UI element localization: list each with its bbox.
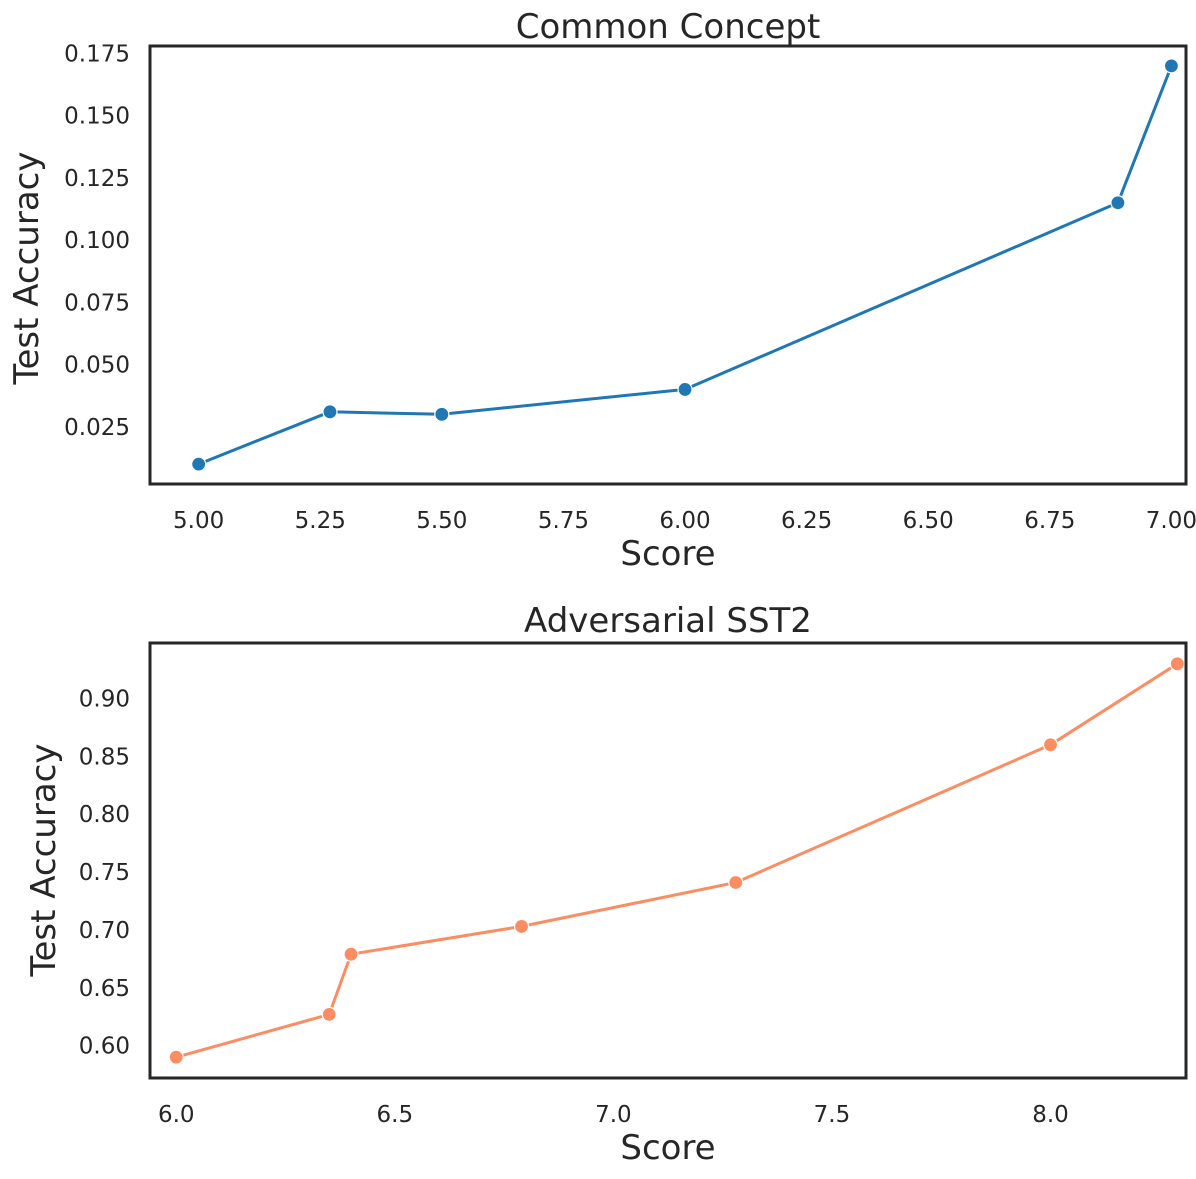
y-tick-label: 0.075 <box>64 290 130 316</box>
x-tick-label: 5.75 <box>538 508 589 534</box>
x-tick-label: 5.00 <box>173 508 224 534</box>
data-point <box>343 946 359 962</box>
x-tick-label: 7.0 <box>595 1102 632 1128</box>
data-point <box>168 1049 184 1065</box>
x-tick-label: 6.5 <box>377 1102 414 1128</box>
x-tick-label: 5.25 <box>295 508 346 534</box>
y-axis-label: Test Accuracy <box>7 152 47 386</box>
chart-title: Adversarial SST2 <box>524 601 812 641</box>
y-tick-label: 0.025 <box>64 415 130 441</box>
y-axis-label: Test Accuracy <box>24 744 64 978</box>
y-tick-label: 0.60 <box>79 1034 130 1060</box>
y-tick-label: 0.125 <box>64 166 130 192</box>
data-point <box>434 406 450 422</box>
y-tick-label: 0.85 <box>79 744 130 770</box>
data-point <box>677 381 693 398</box>
x-tick-label: 6.00 <box>659 508 710 534</box>
chart-title: Common Concept <box>516 7 821 47</box>
data-point <box>728 874 744 891</box>
x-tick-label: 5.50 <box>416 508 467 534</box>
data-point <box>1169 656 1185 672</box>
y-tick-label: 0.75 <box>79 860 130 886</box>
series-line <box>197 64 1173 466</box>
plot-area: 5.00 5.25 5.50 5.75 6.00 6.25 6.50 6.75 7.00 0.02… <box>64 41 1196 534</box>
x-axis-label: Score <box>620 534 715 574</box>
data-point <box>1163 58 1180 74</box>
chart-adversarial-sst2: Adversarial SST2 Score Test Accuracy 6.0… <box>24 601 1188 1168</box>
x-tick-label: 7.5 <box>814 1102 851 1128</box>
x-tick-label: 6.75 <box>1024 508 1075 534</box>
y-tick-label: 0.150 <box>64 104 130 130</box>
data-point <box>191 456 207 472</box>
plot-area: 6.0 6.5 7.0 7.5 8.0 0.60 0.65 0.70 0.75 0.80 0.85 0… <box>79 656 1185 1128</box>
y-tick-label: 0.100 <box>64 228 130 254</box>
x-tick-label: 6.50 <box>903 508 954 534</box>
y-tick-label: 0.175 <box>64 41 130 67</box>
x-tick-label: 6.25 <box>781 508 832 534</box>
plot-frame <box>148 44 1188 486</box>
y-tick-label: 0.90 <box>79 687 130 713</box>
x-tick-label: 7.00 <box>1146 508 1196 534</box>
data-point <box>1042 737 1059 753</box>
y-tick-label: 0.80 <box>79 802 130 828</box>
x-tick-label: 6.0 <box>158 1102 195 1128</box>
y-tick-label: 0.050 <box>64 353 130 379</box>
data-point <box>322 404 338 420</box>
y-tick-label: 0.65 <box>79 976 130 1002</box>
x-axis-label: Score <box>620 1128 715 1168</box>
x-tick-label: 8.0 <box>1032 1102 1069 1128</box>
data-point <box>1110 195 1126 211</box>
y-tick-label: 0.70 <box>79 918 130 944</box>
data-point <box>321 1006 337 1022</box>
series-line <box>174 662 1179 1059</box>
chart-common-concept: Common Concept Score Test Accuracy 5.00 5… <box>7 7 1196 574</box>
plot-frame <box>148 641 1188 1080</box>
data-point <box>513 918 530 935</box>
